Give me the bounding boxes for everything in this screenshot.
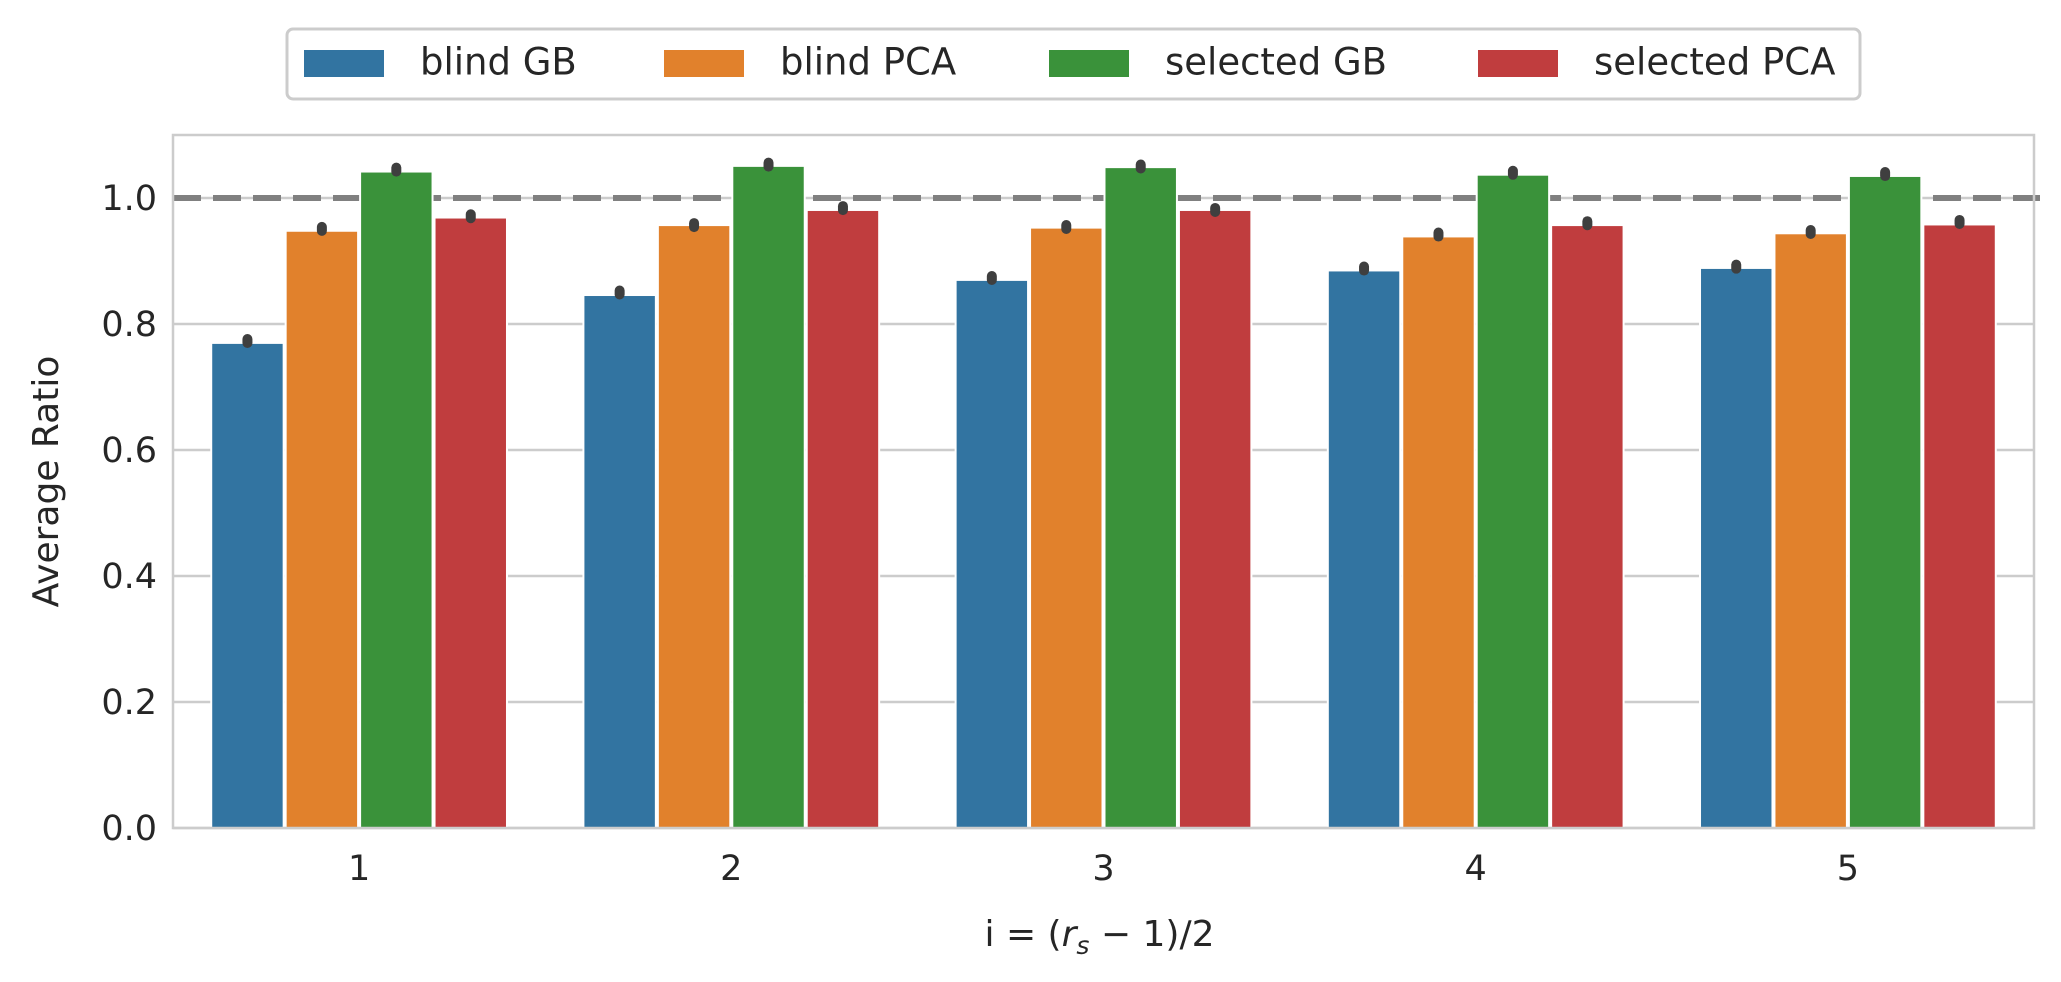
error-bar [1210, 202, 1221, 217]
error-bar [1582, 216, 1593, 231]
error-bar [763, 157, 774, 172]
y-axis-title: Average Ratio [26, 356, 67, 608]
bar [1922, 223, 1997, 829]
error-markers [242, 157, 1965, 349]
error-bar [465, 209, 476, 224]
bar [1029, 226, 1104, 830]
error-bar [1954, 214, 1965, 229]
bar [954, 278, 1030, 829]
error-bar [614, 285, 625, 300]
x-axis-title-subscript-s: s [1076, 931, 1089, 960]
legend-items: blind GB blind PCA selected GB selected PCA [304, 41, 1835, 84]
x-tick-label: 2 [720, 849, 742, 889]
bar [805, 208, 881, 830]
error-bar [316, 221, 327, 236]
y-tick-label: 0.4 [101, 557, 157, 597]
error-bar [1731, 259, 1742, 274]
y-tick-label: 0.0 [101, 809, 157, 849]
bar [359, 170, 434, 830]
y-tick-label: 0.8 [101, 305, 157, 345]
error-bar [1805, 225, 1816, 240]
error-bar [1135, 159, 1146, 174]
y-tick-label: 0.6 [101, 431, 157, 471]
x-axis-title: i = (rs − 1)/2 [985, 914, 1215, 960]
error-bar [689, 218, 700, 233]
error-bar [986, 271, 997, 286]
bar [1326, 269, 1402, 829]
plot-frame [171, 133, 2036, 830]
x-axis-title-prefix: i = ( [985, 914, 1062, 955]
bar [1699, 266, 1774, 829]
x-axis-title-suffix: − 1)/2 [1089, 914, 1214, 955]
bar [284, 229, 360, 829]
bar [731, 164, 806, 829]
bar [1177, 208, 1253, 830]
bar [433, 216, 508, 829]
error-bar [837, 201, 848, 216]
bar [1773, 232, 1848, 829]
x-axis-title-r: r [1062, 914, 1079, 955]
error-bar [1880, 167, 1891, 182]
x-tick-labels: 1 2 3 4 5 [348, 849, 1859, 889]
bar [582, 294, 657, 829]
x-tick-label: 3 [1092, 849, 1114, 889]
legend: blind GB blind PCA selected GB selected PCA [285, 27, 1862, 101]
x-tick-label: 5 [1837, 849, 1859, 889]
bar [1475, 173, 1551, 829]
x-tick-label: 1 [348, 849, 370, 889]
legend-label: blind PCA [780, 41, 956, 84]
legend-swatch [1049, 50, 1129, 77]
bar [1401, 235, 1476, 829]
bar [1550, 224, 1625, 829]
legend-swatch [304, 50, 384, 77]
error-bar [1061, 219, 1072, 234]
legend-swatch [1478, 50, 1558, 77]
y-tick-labels: 0.0 0.2 0.4 0.6 0.8 1.0 [101, 179, 157, 849]
legend-label: blind GB [420, 41, 577, 84]
legend-label: selected PCA [1594, 41, 1835, 84]
legend-swatch [664, 50, 744, 77]
error-bar [1433, 227, 1444, 242]
bar [656, 224, 732, 829]
error-bar [1359, 261, 1370, 276]
bar [1103, 166, 1178, 829]
legend-label: selected GB [1165, 41, 1387, 84]
bar [1847, 174, 1923, 829]
y-tick-label: 1.0 [101, 179, 157, 219]
error-bar [391, 162, 402, 177]
bar [210, 341, 285, 829]
x-tick-label: 4 [1465, 849, 1487, 889]
bars [210, 164, 1997, 830]
error-bar [1507, 165, 1518, 180]
y-tick-label: 0.2 [101, 683, 157, 723]
error-bar [242, 334, 253, 349]
